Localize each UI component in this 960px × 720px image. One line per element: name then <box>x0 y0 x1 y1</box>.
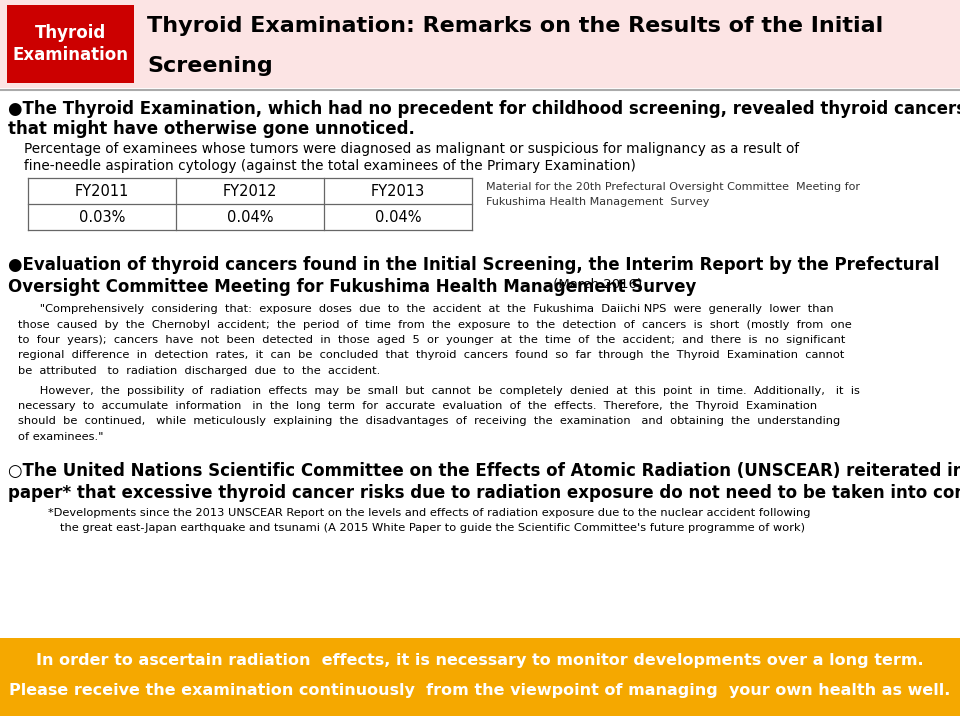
Text: necessary  to  accumulate  information   in  the  long  term  for  accurate  eva: necessary to accumulate information in t… <box>18 401 817 411</box>
Text: Thyroid Examination: Remarks on the Results of the Initial: Thyroid Examination: Remarks on the Resu… <box>147 16 883 36</box>
Text: Thyroid
Examination: Thyroid Examination <box>12 24 129 64</box>
Text: that might have otherwise gone unnoticed.: that might have otherwise gone unnoticed… <box>8 120 415 138</box>
Text: regional  difference  in  detection  rates,  it  can  be  concluded  that  thyro: regional difference in detection rates, … <box>18 351 845 361</box>
Text: fine-needle aspiration cytology (against the total examinees of the Primary Exam: fine-needle aspiration cytology (against… <box>24 159 636 173</box>
Bar <box>0 638 960 716</box>
Text: be  attributed   to  radiation  discharged  due  to  the  accident.: be attributed to radiation discharged du… <box>18 366 380 376</box>
Text: In order to ascertain radiation  effects, it is necessary to monitor development: In order to ascertain radiation effects,… <box>36 652 924 667</box>
Text: 0.04%: 0.04% <box>227 210 274 225</box>
Text: "Comprehensively  considering  that:  exposure  doses  due  to  the  accident  a: "Comprehensively considering that: expos… <box>18 304 833 314</box>
Text: 0.03%: 0.03% <box>79 210 125 225</box>
Text: FY2011: FY2011 <box>75 184 130 199</box>
Text: ●The Thyroid Examination, which had no precedent for childhood screening, reveal: ●The Thyroid Examination, which had no p… <box>8 100 960 118</box>
Bar <box>0 0 960 88</box>
Text: *Developments since the 2013 UNSCEAR Report on the levels and effects of radiati: *Developments since the 2013 UNSCEAR Rep… <box>48 508 810 518</box>
Text: Screening: Screening <box>147 56 273 76</box>
Text: of examinees.": of examinees." <box>18 432 104 442</box>
Text: the great east-Japan earthquake and tsunami (A 2015 White Paper to guide the Sci: the great east-Japan earthquake and tsun… <box>60 523 805 533</box>
Text: (March 2016): (March 2016) <box>549 278 642 291</box>
Text: 0.04%: 0.04% <box>374 210 421 225</box>
Text: Oversight Committee Meeting for Fukushima Health Management Survey: Oversight Committee Meeting for Fukushim… <box>8 278 696 296</box>
Text: ●Evaluation of thyroid cancers found in the Initial Screening, the Interim Repor: ●Evaluation of thyroid cancers found in … <box>8 256 940 274</box>
Text: to  four  years);  cancers  have  not  been  detected  in  those  aged  5  or  y: to four years); cancers have not been de… <box>18 335 846 345</box>
Text: Material for the 20th Prefectural Oversight Committee  Meeting for
Fukushima Hea: Material for the 20th Prefectural Oversi… <box>486 182 860 207</box>
Text: FY2012: FY2012 <box>223 184 277 199</box>
Text: should  be  continued,   while  meticulously  explaining  the  disadvantages  of: should be continued, while meticulously … <box>18 416 840 426</box>
Text: paper* that excessive thyroid cancer risks due to radiation exposure do not need: paper* that excessive thyroid cancer ris… <box>8 484 960 502</box>
Text: Please receive the examination continuously  from the viewpoint of managing  you: Please receive the examination continuou… <box>10 683 950 698</box>
Text: However,  the  possibility  of  radiation  effects  may  be  small  but  cannot : However, the possibility of radiation ef… <box>18 385 860 395</box>
Text: Percentage of examinees whose tumors were diagnosed as malignant or suspicious f: Percentage of examinees whose tumors wer… <box>24 142 799 156</box>
Text: those  caused  by  the  Chernobyl  accident;  the  period  of  time  from  the  : those caused by the Chernobyl accident; … <box>18 320 852 330</box>
Bar <box>7 5 134 83</box>
Text: FY2013: FY2013 <box>371 184 425 199</box>
Text: ○The United Nations Scientific Committee on the Effects of Atomic Radiation (UNS: ○The United Nations Scientific Committee… <box>8 462 960 480</box>
